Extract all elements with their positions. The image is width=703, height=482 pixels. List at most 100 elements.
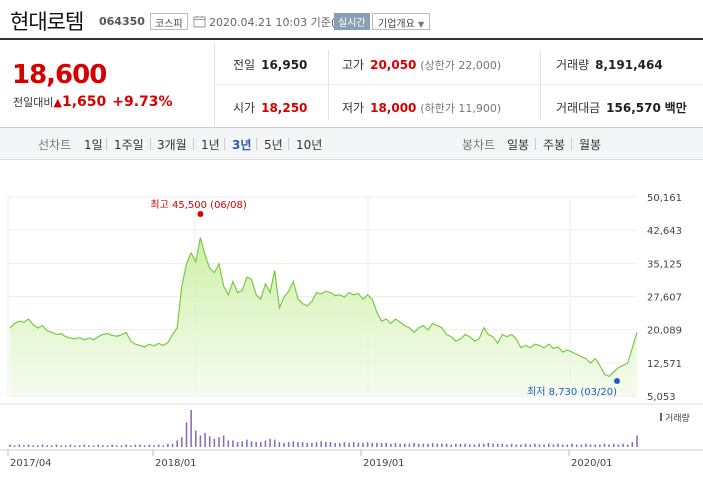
date-text: 2020.04.21 10:03 기준(장중) [209,16,360,29]
volume-bar [208,436,211,447]
volume-bar [408,443,411,447]
y-tick-label: 20,089 [647,326,682,337]
volume-bar [575,444,578,447]
volume-bar [320,441,322,447]
volume-bar [371,442,374,447]
volume-bar [362,442,364,447]
volume-bar [636,435,638,447]
volume-bar [176,440,178,447]
x-tick-label: 2020/01 [571,458,613,469]
volume-bar [292,441,295,447]
volume-bar [204,433,206,447]
volume-bar [116,445,118,447]
period-3y[interactable]: 3년 [232,138,252,152]
y-tick-label: 50,161 [647,193,682,204]
period-1y[interactable]: 1년 [201,138,220,152]
volume-bar [473,444,476,447]
period-1w[interactable]: 1주일 [114,138,144,152]
company-info-button[interactable]: 기업개요 ▼ [372,13,431,30]
separator [535,138,536,150]
y-tick-label: 42,643 [647,226,682,237]
stats-row-2: 시가 18,250 저가 18,000 (하한가 11,900) 거래대금 156,5… [215,85,703,128]
volume-bar [441,443,443,447]
open-value: 18,250 [261,101,308,115]
price-chart-svg: 50,161 42,643 35,125 27,607 20,089 12,571 5,05… [0,193,703,469]
volume-bar [631,442,634,447]
volume-bar [246,439,248,447]
volume-bar [218,437,220,447]
stat-low: 저가 18,000 (하한가 11,900) [342,99,501,116]
volume-bar [111,444,113,447]
volume-bar [83,444,86,447]
candle-weekly[interactable]: 주봉 [543,138,566,152]
high-value: 20,050 [370,58,417,72]
volume-bar [60,445,62,447]
high-label: 고가 [342,58,365,72]
volume-bar [227,440,230,447]
change-label: 전일대비 [13,96,54,109]
period-3m[interactable]: 3개월 [157,138,187,152]
current-price: 18,600 [12,60,107,90]
volume-bar [464,443,466,447]
high-marker [197,211,204,217]
volume-bar [524,443,527,447]
volume-bar [436,443,439,447]
volume-bar [329,442,332,447]
candle-chart-label: 봉차트 [462,138,496,152]
volume-bar [543,444,545,447]
candle-monthly[interactable]: 월봉 [579,138,602,152]
volume-bar [366,442,369,447]
period-1d[interactable]: 1일 [84,138,103,152]
volume-bar [612,443,615,447]
volume-bar [69,444,72,447]
stock-name: 현대로템 [10,10,84,34]
volume-bar [194,430,197,447]
change-row: 전일대비▲1,650 +9.73% [13,94,173,110]
candle-daily[interactable]: 일봉 [507,138,530,152]
low-marker [614,378,620,384]
volume-bar [18,444,21,447]
volume-bar [390,443,392,447]
volume-bar [376,442,378,447]
volume-bar [594,444,596,447]
divider [328,50,329,120]
volume-bar [92,445,95,447]
separator [288,138,289,150]
volume-bar [273,439,276,447]
x-tick-label: 2019/01 [363,458,405,469]
period-5y[interactable]: 5년 [264,138,283,152]
volume-bar [492,443,494,447]
volume-bar [181,437,183,447]
volume-bar [455,443,457,447]
volume-bar [343,442,346,447]
volume-bar [157,444,160,447]
y-tick-label: 35,125 [647,259,682,270]
volume-bar [306,442,309,447]
realtime-button[interactable]: 실시간 [334,13,370,30]
volume-bar [51,445,53,447]
price-line [9,237,638,378]
volume-bar [78,445,81,447]
period-bar: 선차트 1일 1주일 3개월 1년 3년 5년 10년 봉차트 일봉 주봉 월봉 [0,128,703,160]
stat-volume: 거래량 8,191,464 [556,56,663,73]
prev-close-value: 16,950 [261,58,308,72]
x-tick-label: 2017/04 [10,458,52,469]
separator [256,138,257,150]
volume-bar [459,443,462,447]
volume-bar [167,443,169,447]
period-10y[interactable]: 10년 [296,138,323,152]
volume-bar [171,443,174,447]
volume-bar [236,442,239,447]
volume-bar [139,444,141,447]
stock-code: 064350 [99,15,145,28]
volume-bar [552,444,555,447]
volume-bar [469,444,471,447]
volume-bar [501,443,504,447]
volume-bar [547,443,550,447]
volume-bar [301,442,304,447]
volume-bar [106,445,109,447]
volume-bar [232,440,234,447]
volume-bar [478,443,480,447]
amount-label: 거래대금 [556,101,601,115]
volume-bar [41,444,44,447]
